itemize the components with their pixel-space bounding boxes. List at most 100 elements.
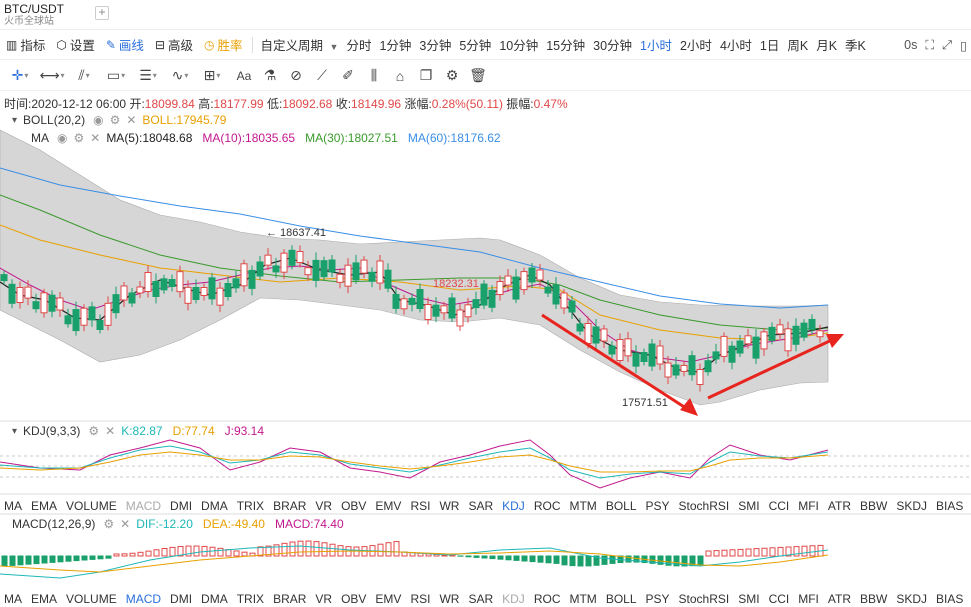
period-option[interactable]: 5分钟 [459,39,492,53]
indicator-tab[interactable]: PSY [645,592,670,606]
gear-icon[interactable]: ⚙ [73,131,85,145]
indicator-tab[interactable]: StochRSI [678,499,730,513]
winrate-button[interactable]: ◷ 胜率 [198,30,248,60]
indicator-tab[interactable]: ATR [827,499,852,513]
close-icon[interactable]: ✕ [126,113,137,127]
indicator-tab[interactable]: MACD [125,592,162,606]
eye-icon[interactable]: ◉ [93,113,104,127]
indicator-tab[interactable]: StochRSI [678,592,730,606]
fullscreen-icon[interactable]: ⤢ [942,37,953,52]
indicator-tab[interactable]: BBW [860,499,888,513]
indicator-tab[interactable]: EMV [375,499,402,513]
indicator-tab[interactable]: VR [315,592,333,606]
add-tab-button[interactable]: + [95,6,109,20]
candle-tool-icon[interactable]: ⫼ [370,67,378,83]
indicator-tab[interactable]: ATR [827,592,852,606]
ruler-tool-icon[interactable]: ⟋ [317,67,327,83]
indicator-tab[interactable]: WR [439,499,460,513]
indicator-tab[interactable]: KDJ [502,592,525,606]
indicator-tab[interactable]: PSY [645,499,670,513]
style-tool-icon[interactable]: ⚗ [263,67,277,83]
indicator-tab[interactable]: KDJ [502,499,525,513]
period-option[interactable]: 4小时 [719,39,752,53]
settings-tool-icon[interactable]: ⚙ [445,67,459,83]
indicator-tab[interactable]: OBV [341,592,367,606]
indicator-tab[interactable]: MA [4,592,22,606]
lock-tool-icon[interactable]: ⌂ [395,67,405,84]
period-option[interactable]: 15分钟 [546,39,586,53]
period-option[interactable]: 周K [787,39,809,53]
indicator-tab[interactable]: SKDJ [896,499,928,513]
indicator-tab[interactable]: SMI [738,499,760,513]
close-icon[interactable]: ✕ [105,424,116,438]
indicator-tab[interactable]: CCI [768,592,790,606]
screenshot-icon[interactable]: ⛶ [925,37,935,52]
custom-period-dropdown[interactable]: 自定义周期 ▼ [257,35,343,54]
indicator-tab[interactable]: SAR [468,499,494,513]
period-option[interactable]: 3分钟 [419,39,452,53]
period-option[interactable]: 季K [845,39,866,53]
close-icon[interactable]: ✕ [90,131,101,145]
copy-tool-icon[interactable]: ❐ [419,67,433,83]
indicator-tab[interactable]: MFI [798,499,819,513]
indicator-tab[interactable]: TRIX [236,499,265,513]
brush-tool-icon[interactable]: ✐ [342,67,354,83]
indicator-tab[interactable]: SKDJ [896,592,928,606]
indicator-tab[interactable]: VR [315,499,333,513]
indicator-tab[interactable]: ROC [533,592,561,606]
indicator-tab[interactable]: BBW [860,592,888,606]
indicator-tab[interactable]: EMA [31,499,58,513]
fibonacci-tool-icon[interactable]: ☰ ▾ [139,67,157,83]
indicator-tab[interactable]: BOLL [605,592,637,606]
period-option[interactable]: 分时 [346,39,372,53]
gear-icon[interactable]: ⚙ [88,424,100,438]
indicator-tab[interactable]: MTM [569,592,597,606]
chevron-down-icon[interactable]: ▾ [12,425,18,437]
indicator-tab[interactable]: BRAR [273,499,307,513]
indicator-tab[interactable]: BRAR [273,592,307,606]
measure-tool-icon[interactable]: ⊞ ▾ [203,67,221,83]
trendline-tool-icon[interactable]: ⫽ ▾ [78,67,90,83]
indicator-tab[interactable]: DMI [170,499,193,513]
indicator-tab[interactable]: OBV [341,499,367,513]
period-option[interactable]: 10分钟 [499,39,539,53]
horizontal-line-tool-icon[interactable]: ⟷ ▾ [39,67,65,83]
indicator-tab[interactable]: RSI [410,592,431,606]
close-icon[interactable]: ✕ [120,517,131,531]
eye-icon[interactable]: ◉ [57,131,68,145]
crosshair-tool-icon[interactable]: ✛ ▾ [11,67,29,83]
period-option[interactable]: 1小时 [640,39,672,53]
trash-tool-icon[interactable]: 🗑 [469,67,487,83]
indicator-tab[interactable]: EMA [31,592,58,606]
text-tool-icon[interactable]: Aa [236,68,252,83]
wave-tool-icon[interactable]: ∿ ▾ [171,67,189,83]
indicator-tab[interactable]: BIAS [936,499,964,513]
indicator-tab[interactable]: DMA [201,499,228,513]
advanced-button[interactable]: ⊟ 高级 [149,30,198,60]
period-option[interactable]: 1日 [759,39,780,53]
settings-button[interactable]: ⬡ 设置 [50,30,100,60]
refresh-interval[interactable]: 0s [904,38,918,52]
period-option[interactable]: 1分钟 [379,39,412,53]
period-option[interactable]: 30分钟 [593,39,633,53]
indicator-tab[interactable]: WR [439,592,460,606]
indicator-tab[interactable]: EMV [375,592,402,606]
gear-icon[interactable]: ⚙ [109,113,121,127]
indicator-tab[interactable]: MTM [569,499,597,513]
indicator-tab[interactable]: SAR [468,592,494,606]
indicator-tab[interactable]: VOLUME [66,592,117,606]
indicator-tab[interactable]: ROC [533,499,561,513]
indicator-tab[interactable]: VOLUME [66,499,117,513]
draw-line-button[interactable]: ✎ 画线 [100,30,149,60]
indicator-tab[interactable]: MACD [125,499,162,513]
layout-icon[interactable]: ▯ [960,38,967,53]
indicator-button[interactable]: ▥ 指标 [0,30,50,60]
period-option[interactable]: 2小时 [679,39,712,53]
gear-icon[interactable]: ⚙ [103,517,115,531]
period-option[interactable]: 月K [816,39,838,53]
indicator-tab[interactable]: SMI [738,592,760,606]
indicator-tab[interactable]: BOLL [605,499,637,513]
indicator-tab[interactable]: DMI [170,592,193,606]
indicator-tab[interactable]: TRIX [236,592,265,606]
